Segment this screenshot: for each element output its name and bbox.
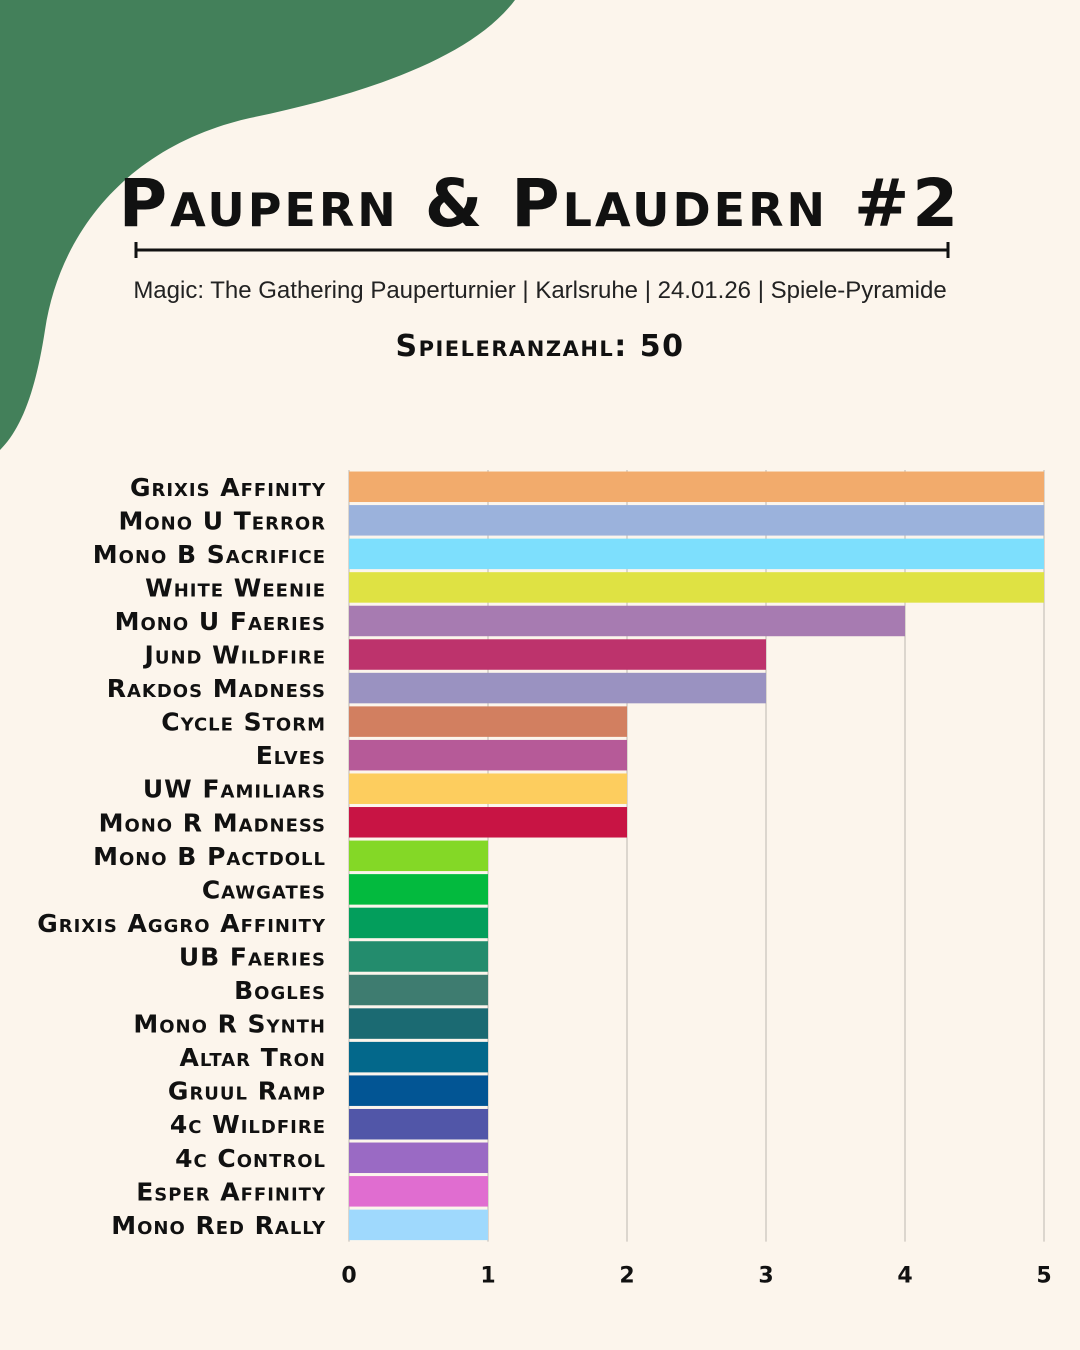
- category-label-15: Bogles: [234, 976, 326, 1005]
- bar-18: [349, 1075, 488, 1106]
- bar-3: [349, 572, 1044, 603]
- bar-chart: Grixis Affinity Mono U Terror Mono B Sacri…: [37, 470, 1052, 1289]
- category-label-9: UW Familiars: [143, 775, 326, 804]
- category-label-10: Mono R Madness: [99, 808, 326, 837]
- bar-4: [349, 605, 905, 637]
- chart-x-axis-ticks: 0 1 2 3 4 5: [341, 1264, 1051, 1289]
- bar-12: [349, 874, 488, 905]
- category-label-2: Mono B Sacrifice: [93, 540, 326, 569]
- green-corner-blob: [0, 0, 515, 450]
- green-corner-blob-shape: [0, 0, 515, 450]
- bar-22: [349, 1209, 488, 1241]
- bar-7: [349, 706, 627, 737]
- bar-10: [349, 807, 627, 838]
- x-tick-label-0: 0: [341, 1264, 356, 1289]
- bar-20: [349, 1142, 488, 1174]
- category-label-19: 4c Wildfire: [170, 1110, 326, 1139]
- event-subtitle: Magic: The Gathering Pauperturnier | Kar…: [133, 277, 947, 304]
- category-label-21: Esper Affinity: [136, 1177, 326, 1206]
- category-label-1: Mono U Terror: [119, 506, 327, 535]
- x-tick-label-3: 3: [758, 1264, 773, 1289]
- x-tick-label-1: 1: [480, 1264, 495, 1289]
- category-label-11: Mono B Pactdoll: [93, 842, 326, 871]
- category-label-4: Mono U Faeries: [115, 607, 326, 636]
- category-label-0: Grixis Affinity: [130, 473, 326, 502]
- page-title: Paupern & Plaudern #2: [118, 165, 962, 242]
- category-label-7: Cycle Storm: [161, 708, 326, 737]
- bar-1: [349, 505, 1044, 536]
- bar-11: [349, 840, 488, 872]
- category-label-5: Jund Wildfire: [143, 641, 326, 670]
- bar-15: [349, 974, 488, 1006]
- category-label-13: Grixis Aggro Affinity: [37, 909, 326, 938]
- category-label-3: White Weenie: [145, 573, 326, 602]
- bar-13: [349, 907, 488, 939]
- category-label-22: Mono Red Rally: [111, 1211, 326, 1240]
- bar-9: [349, 773, 627, 804]
- player-count: Spieleranzahl: 50: [395, 329, 685, 364]
- bar-0: [349, 471, 1044, 503]
- title-underline: [134, 242, 950, 258]
- category-label-12: Cawgates: [202, 875, 326, 904]
- chart-bars: [349, 471, 1044, 1241]
- category-label-6: Rakdos Madness: [107, 674, 326, 703]
- category-label-18: Gruul Ramp: [168, 1077, 326, 1106]
- category-label-16: Mono R Synth: [133, 1010, 326, 1039]
- category-label-17: Altar Tron: [180, 1043, 327, 1072]
- category-label-14: UB Faeries: [179, 942, 326, 971]
- x-tick-label-5: 5: [1036, 1264, 1051, 1289]
- x-tick-label-4: 4: [897, 1264, 912, 1289]
- bar-21: [349, 1176, 488, 1207]
- bar-17: [349, 1041, 488, 1073]
- x-tick-label-2: 2: [619, 1264, 634, 1289]
- category-label-8: Elves: [256, 741, 326, 770]
- bar-2: [349, 538, 1044, 570]
- chart-category-labels: Grixis Affinity Mono U Terror Mono B Sacri…: [37, 473, 327, 1240]
- bar-16: [349, 1008, 488, 1039]
- bar-5: [349, 639, 766, 670]
- bar-6: [349, 672, 766, 704]
- bar-14: [349, 941, 488, 972]
- bar-19: [349, 1108, 488, 1140]
- bar-8: [349, 739, 627, 771]
- category-label-20: 4c Control: [175, 1144, 326, 1173]
